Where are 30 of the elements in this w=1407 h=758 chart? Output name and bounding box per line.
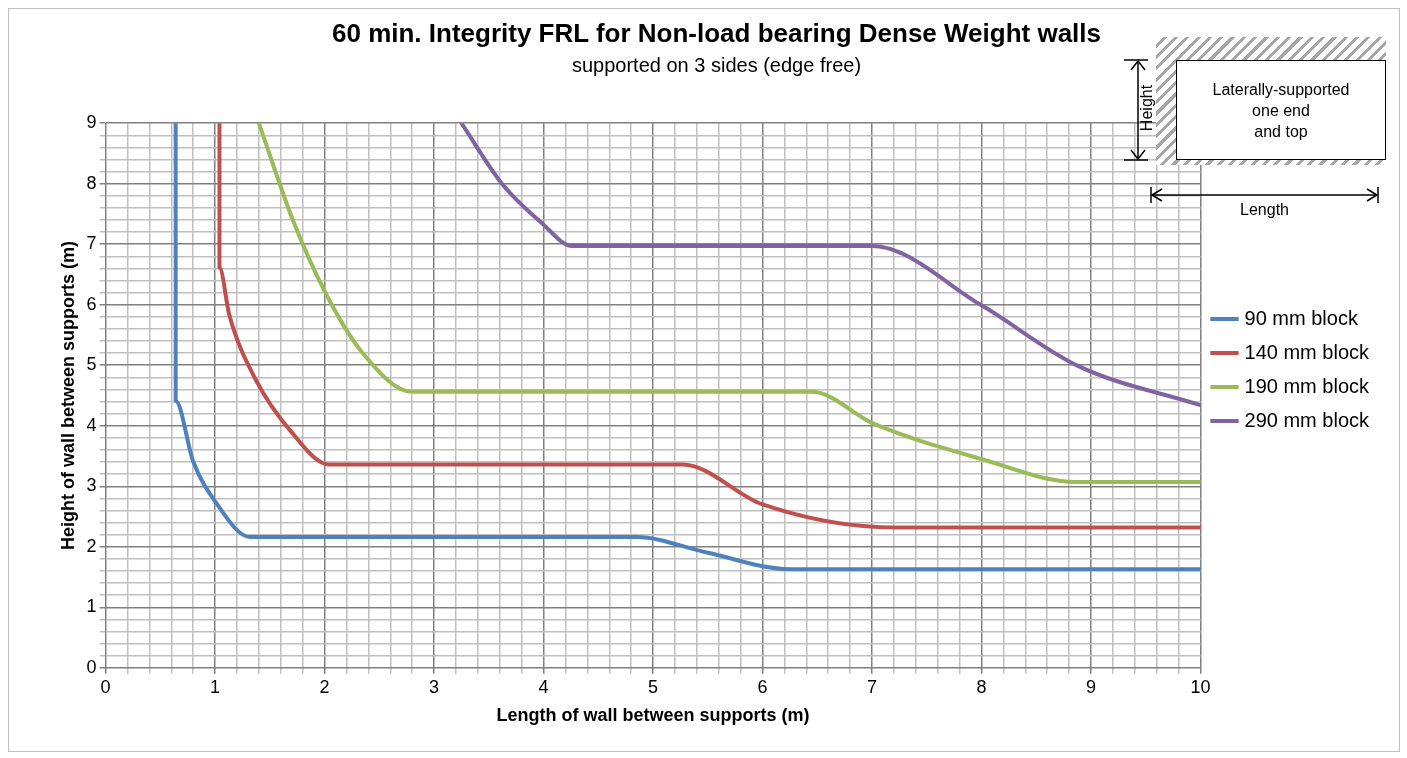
legend-label: 90 mm block — [1244, 306, 1359, 329]
y-tick-label: 9 — [86, 112, 97, 133]
y-tick-label: 0 — [86, 656, 97, 677]
x-tick-label: 1 — [210, 676, 221, 697]
y-tick-label: 2 — [86, 535, 97, 556]
y-tick-label: 6 — [86, 293, 97, 314]
x-tick-label: 5 — [648, 676, 659, 697]
legend-label: 140 mm block — [1244, 340, 1370, 363]
x-tick-label: 0 — [100, 676, 111, 697]
x-tick-label: 9 — [1086, 676, 1097, 697]
annotation: Height — [1138, 83, 1156, 134]
y-axis-title: Height of wall between supports (m) — [57, 240, 78, 551]
y-tick-label: 3 — [86, 475, 97, 496]
chart-subtitle: supported on 3 sides (edge free) — [571, 53, 862, 76]
x-tick-label: 4 — [538, 676, 549, 697]
legend-label: 290 mm block — [1244, 408, 1370, 431]
x-tick-label: 8 — [976, 676, 987, 697]
x-tick-label: 10 — [1190, 676, 1211, 697]
x-axis-title: Length of wall between supports (m) — [496, 705, 810, 726]
y-tick-label: 4 — [86, 414, 97, 435]
y-tick-label: 5 — [86, 354, 97, 375]
x-tick-label: 6 — [757, 676, 768, 697]
y-tick-label: 7 — [86, 233, 97, 254]
x-tick-label: 2 — [319, 676, 330, 697]
chart-title: 60 min. Integrity FRL for Non-load bearing Dense Weight walls — [331, 17, 1102, 48]
legend-label: 190 mm block — [1244, 374, 1370, 397]
y-tick-label: 8 — [86, 172, 97, 193]
x-tick-label: 3 — [429, 676, 440, 697]
x-tick-label: 7 — [867, 676, 878, 697]
y-tick-label: 1 — [86, 596, 97, 617]
